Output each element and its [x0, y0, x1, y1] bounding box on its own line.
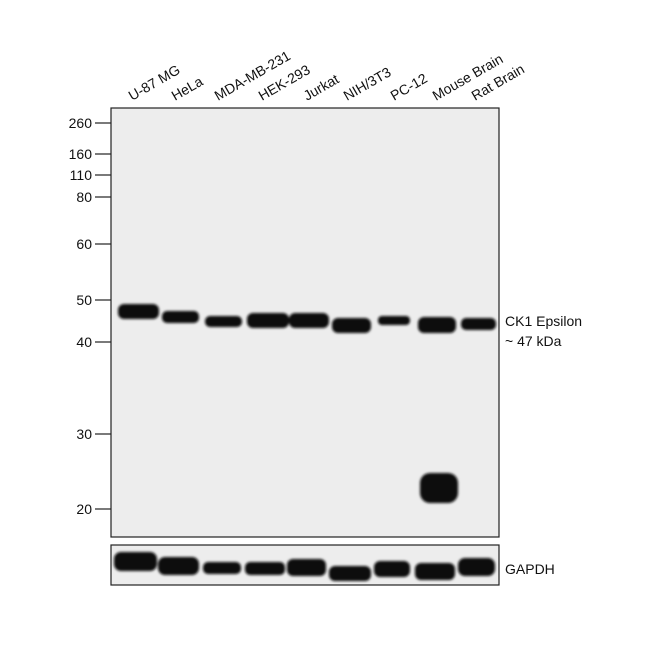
- band: [332, 318, 371, 333]
- band: [458, 558, 495, 576]
- band: [461, 318, 496, 330]
- marker-label: 40: [76, 334, 92, 350]
- lane-label: PC-12: [388, 70, 431, 104]
- band: [287, 559, 326, 576]
- marker-label: 20: [76, 501, 92, 517]
- band: [247, 313, 289, 328]
- band: [245, 562, 285, 575]
- marker-label: 260: [69, 115, 93, 131]
- band: [420, 473, 458, 503]
- band: [289, 313, 329, 328]
- marker-label: 30: [76, 426, 92, 442]
- marker-label: 160: [69, 146, 93, 162]
- marker-label: 80: [76, 189, 92, 205]
- band: [203, 562, 241, 574]
- loading-control-label: GAPDH: [505, 561, 555, 577]
- band: [329, 566, 371, 581]
- band: [374, 561, 410, 577]
- band: [415, 563, 455, 580]
- band: [378, 316, 410, 325]
- band: [114, 552, 157, 571]
- marker-label: 50: [76, 292, 92, 308]
- band: [162, 311, 199, 323]
- band: [118, 304, 159, 319]
- band: [205, 316, 242, 327]
- target-label: CK1 Epsilon: [505, 313, 582, 329]
- bands: [114, 304, 496, 581]
- size-label: ~ 47 kDa: [505, 333, 562, 349]
- band: [418, 317, 456, 333]
- marker-label: 110: [70, 167, 93, 183]
- marker-label: 60: [76, 236, 92, 252]
- lane-label: NIH/3T3: [341, 64, 394, 104]
- band: [158, 557, 199, 575]
